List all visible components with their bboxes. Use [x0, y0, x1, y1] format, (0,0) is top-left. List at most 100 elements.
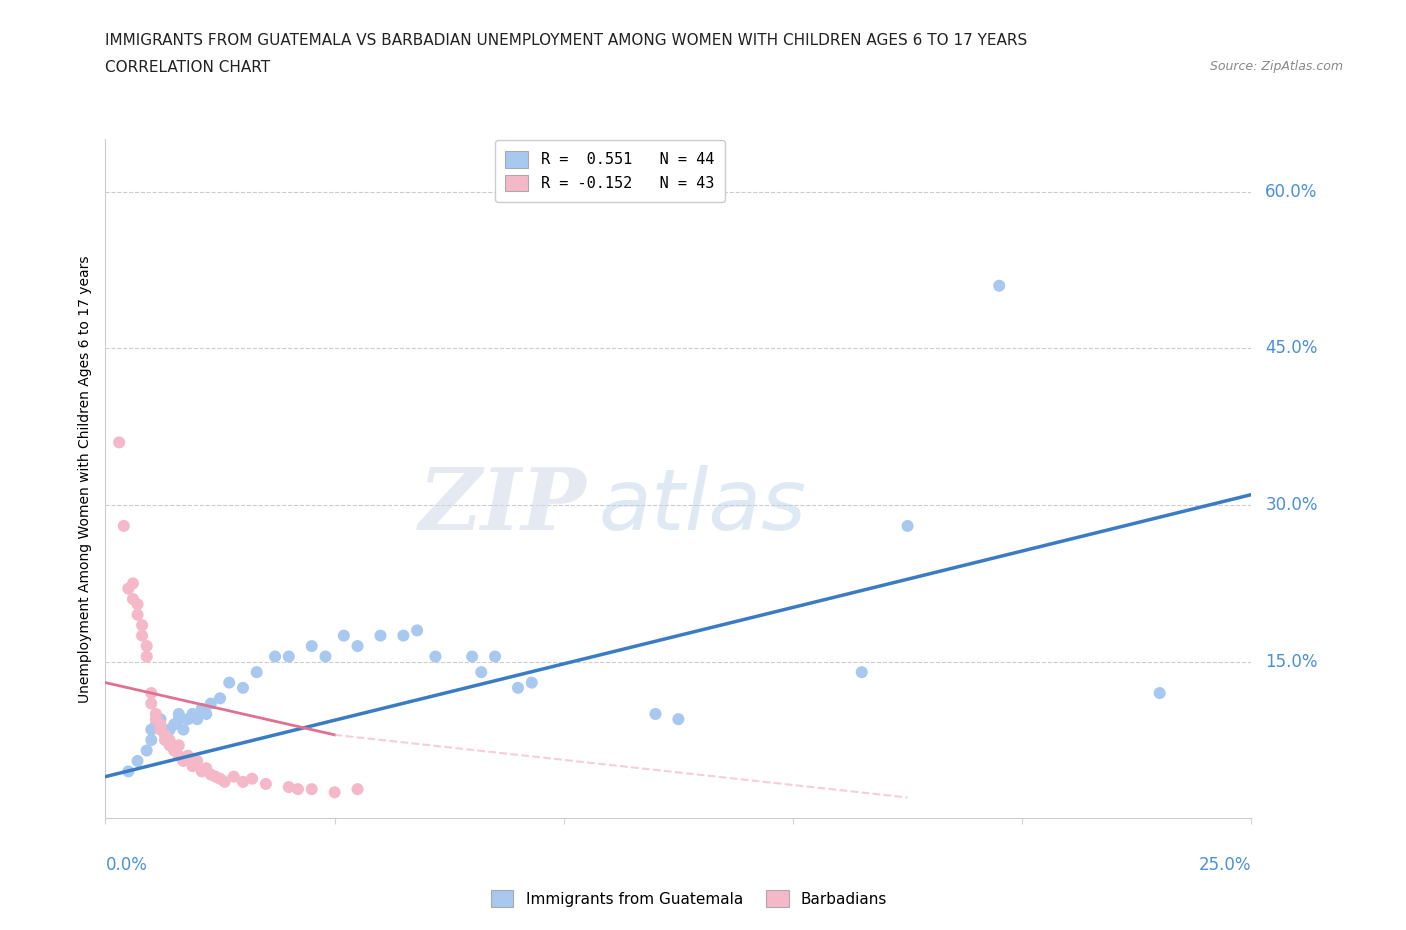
Point: [131, 618, 153, 632]
Point: [190, 764, 212, 778]
Point: [127, 597, 149, 612]
Point: [181, 707, 204, 722]
Point: [145, 711, 167, 726]
Y-axis label: Unemployment Among Women with Children Ages 6 to 17 years: Unemployment Among Women with Children A…: [79, 255, 93, 703]
Point: [287, 782, 309, 797]
Point: [172, 723, 194, 737]
Point: [208, 691, 231, 706]
Text: IMMIGRANTS FROM GUATEMALA VS BARBADIAN UNEMPLOYMENT AMONG WOMEN WITH CHILDREN AG: IMMIGRANTS FROM GUATEMALA VS BARBADIAN U…: [105, 33, 1028, 47]
Point: [897, 519, 920, 534]
Point: [666, 711, 689, 726]
Point: [1149, 685, 1171, 700]
Point: [277, 779, 299, 794]
Point: [141, 685, 163, 700]
Point: [181, 759, 204, 774]
Point: [127, 607, 149, 622]
Point: [461, 649, 484, 664]
Text: CORRELATION CHART: CORRELATION CHART: [105, 60, 270, 75]
Point: [127, 753, 149, 768]
Point: [314, 649, 336, 664]
Point: [520, 675, 543, 690]
Point: [159, 723, 181, 737]
Point: [141, 733, 163, 748]
Point: [108, 435, 131, 450]
Point: [149, 717, 172, 732]
Point: [346, 639, 368, 654]
Text: 45.0%: 45.0%: [1265, 339, 1317, 357]
Point: [200, 767, 222, 782]
Point: [122, 576, 145, 591]
Point: [240, 771, 263, 786]
Point: [644, 707, 666, 722]
Point: [406, 623, 429, 638]
Legend: Immigrants from Guatemala, Barbadians: Immigrants from Guatemala, Barbadians: [485, 884, 893, 913]
Point: [149, 711, 172, 726]
Point: [370, 628, 392, 643]
Point: [141, 723, 163, 737]
Point: [145, 707, 167, 722]
Point: [301, 782, 323, 797]
Point: [117, 581, 139, 596]
Point: [117, 764, 139, 778]
Point: [988, 278, 1011, 293]
Point: [204, 769, 226, 784]
Point: [172, 753, 194, 768]
Text: ZIP: ZIP: [419, 464, 586, 548]
Text: 25.0%: 25.0%: [1199, 856, 1251, 874]
Point: [264, 649, 287, 664]
Point: [167, 711, 190, 726]
Point: [484, 649, 506, 664]
Text: atlas: atlas: [598, 465, 806, 548]
Point: [153, 727, 176, 742]
Point: [346, 782, 368, 797]
Point: [141, 696, 163, 711]
Point: [323, 785, 346, 800]
Point: [333, 628, 356, 643]
Point: [149, 723, 172, 737]
Point: [135, 743, 157, 758]
Legend: R =  0.551   N = 44, R = -0.152   N = 43: R = 0.551 N = 44, R = -0.152 N = 43: [495, 140, 724, 202]
Point: [186, 753, 208, 768]
Point: [301, 639, 323, 654]
Point: [208, 771, 231, 786]
Point: [135, 649, 157, 664]
Point: [159, 737, 181, 752]
Point: [195, 707, 218, 722]
Point: [122, 591, 145, 606]
Point: [425, 649, 447, 664]
Point: [167, 749, 190, 764]
Point: [200, 696, 222, 711]
Point: [222, 769, 245, 784]
Point: [232, 775, 254, 790]
Point: [232, 681, 254, 696]
Point: [159, 733, 181, 748]
Point: [163, 717, 186, 732]
Point: [506, 681, 529, 696]
Point: [167, 737, 190, 752]
Text: 0.0%: 0.0%: [105, 856, 148, 874]
Point: [254, 777, 277, 791]
Text: 60.0%: 60.0%: [1265, 182, 1317, 201]
Point: [214, 775, 236, 790]
Point: [177, 711, 200, 726]
Point: [851, 665, 873, 680]
Point: [246, 665, 269, 680]
Point: [190, 701, 212, 716]
Point: [218, 675, 240, 690]
Point: [277, 649, 299, 664]
Point: [112, 519, 135, 534]
Text: 30.0%: 30.0%: [1265, 496, 1317, 514]
Text: 15.0%: 15.0%: [1265, 653, 1317, 671]
Text: Source: ZipAtlas.com: Source: ZipAtlas.com: [1209, 60, 1343, 73]
Point: [195, 761, 218, 776]
Point: [153, 727, 176, 742]
Point: [470, 665, 492, 680]
Point: [163, 743, 186, 758]
Point: [177, 749, 200, 764]
Point: [392, 628, 415, 643]
Point: [167, 707, 190, 722]
Point: [135, 639, 157, 654]
Point: [153, 733, 176, 748]
Point: [145, 717, 167, 732]
Point: [131, 628, 153, 643]
